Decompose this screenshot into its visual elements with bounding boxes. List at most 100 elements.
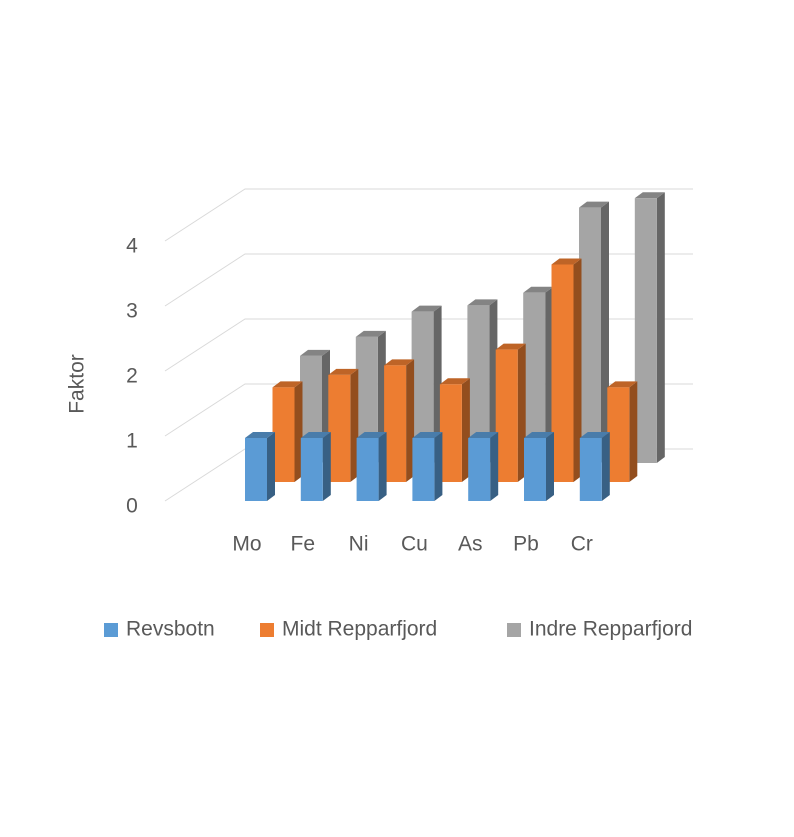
- bar-face: [245, 431, 275, 438]
- bar-face: [350, 368, 359, 482]
- bar-face: [523, 286, 554, 293]
- bar: [634, 192, 665, 463]
- bar-face: [434, 431, 443, 501]
- x-tick-label: Pb: [513, 533, 539, 556]
- bar: [439, 378, 470, 482]
- x-tick-label: As: [458, 533, 483, 556]
- bar-face: [607, 381, 638, 388]
- bar: [412, 431, 443, 501]
- legend-label: Indre Repparfjord: [529, 618, 692, 641]
- bar-face: [634, 192, 665, 199]
- x-tick-label: Cu: [401, 533, 428, 556]
- bar-face: [468, 437, 491, 501]
- bar-face: [328, 368, 359, 375]
- grid-line: [164, 253, 693, 307]
- bar-face: [467, 305, 490, 463]
- bar-face: [377, 330, 386, 463]
- bar-face: [523, 292, 546, 463]
- bar: [245, 431, 275, 501]
- bar: [356, 431, 387, 501]
- bar-face: [495, 343, 526, 350]
- bar: [384, 359, 415, 482]
- bar-face: [411, 311, 434, 463]
- bar: [579, 201, 609, 463]
- bar: [607, 381, 638, 482]
- bar-face: [579, 437, 602, 501]
- bar-face: [517, 343, 526, 482]
- bar-face: [384, 359, 415, 366]
- bar-face: [489, 299, 498, 463]
- bar: [579, 431, 610, 501]
- bar-face: [607, 387, 630, 482]
- bar-face: [490, 431, 499, 501]
- bar-face: [495, 349, 518, 482]
- bar-face: [411, 305, 442, 312]
- bar-face: [551, 258, 582, 265]
- bar-face: [267, 431, 275, 501]
- bar-face: [546, 431, 554, 501]
- bar-face: [300, 431, 331, 438]
- bar-face: [573, 258, 582, 482]
- bar-face: [300, 437, 323, 501]
- bar-face: [467, 299, 498, 306]
- x-tick-label: Cr: [571, 533, 593, 556]
- bar: [411, 305, 442, 463]
- bar-face: [384, 365, 407, 482]
- bar: [495, 343, 526, 482]
- bar-face: [629, 381, 638, 482]
- grid-line: [164, 188, 693, 242]
- y-axis-title: Faktor: [66, 354, 89, 414]
- bar: [551, 258, 582, 482]
- bar-face: [300, 349, 330, 356]
- bar-face: [468, 431, 499, 438]
- y-tick-label: 2: [126, 365, 138, 388]
- legend-label: Midt Repparfjord: [282, 618, 437, 641]
- bar: [272, 381, 303, 482]
- y-tick-label: 1: [126, 430, 138, 453]
- bar: [468, 431, 499, 501]
- x-tick-label: Mo: [232, 533, 261, 556]
- legend-label: Revsbotn: [126, 618, 215, 641]
- bar-face: [272, 387, 295, 482]
- bar-face: [579, 431, 610, 438]
- bar-face: [412, 437, 435, 501]
- bar-face: [551, 264, 574, 482]
- bar-face: [294, 381, 303, 482]
- bar: [328, 368, 359, 482]
- bar-face: [601, 201, 609, 463]
- bar-face: [245, 437, 267, 501]
- bar: [524, 431, 554, 501]
- bar-face: [355, 330, 386, 337]
- bar-face: [433, 305, 442, 463]
- legend-swatch: [507, 623, 521, 637]
- bar-face: [328, 374, 351, 482]
- bar-face: [579, 201, 609, 208]
- bar-face: [524, 437, 546, 501]
- bar-face: [524, 431, 554, 438]
- bar-face: [272, 381, 303, 388]
- y-tick-label: 0: [126, 495, 138, 518]
- bar-face: [439, 378, 470, 385]
- bar-face: [356, 431, 387, 438]
- bar-face: [601, 431, 610, 501]
- x-tick-label: Ni: [349, 533, 369, 556]
- bar-face: [656, 192, 665, 463]
- bar-face: [356, 437, 379, 501]
- bar-face: [545, 286, 554, 463]
- bar-face: [322, 431, 331, 501]
- bar-face: [634, 198, 657, 463]
- legend-swatch: [104, 623, 118, 637]
- bar-face: [461, 378, 470, 482]
- bar: [523, 286, 554, 463]
- bar: [467, 299, 498, 463]
- bar-face: [579, 207, 601, 463]
- x-tick-label: Fe: [291, 533, 316, 556]
- bar: [300, 431, 331, 501]
- bar: [355, 330, 386, 463]
- y-tick-label: 3: [126, 300, 138, 323]
- bar-face: [378, 431, 387, 501]
- legend-swatch: [260, 623, 274, 637]
- y-tick-label: 4: [126, 235, 138, 258]
- bar-face: [439, 384, 462, 482]
